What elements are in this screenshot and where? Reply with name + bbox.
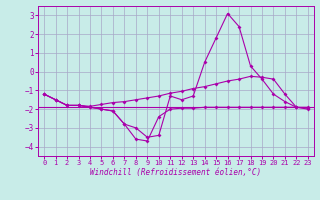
X-axis label: Windchill (Refroidissement éolien,°C): Windchill (Refroidissement éolien,°C)	[91, 168, 261, 177]
